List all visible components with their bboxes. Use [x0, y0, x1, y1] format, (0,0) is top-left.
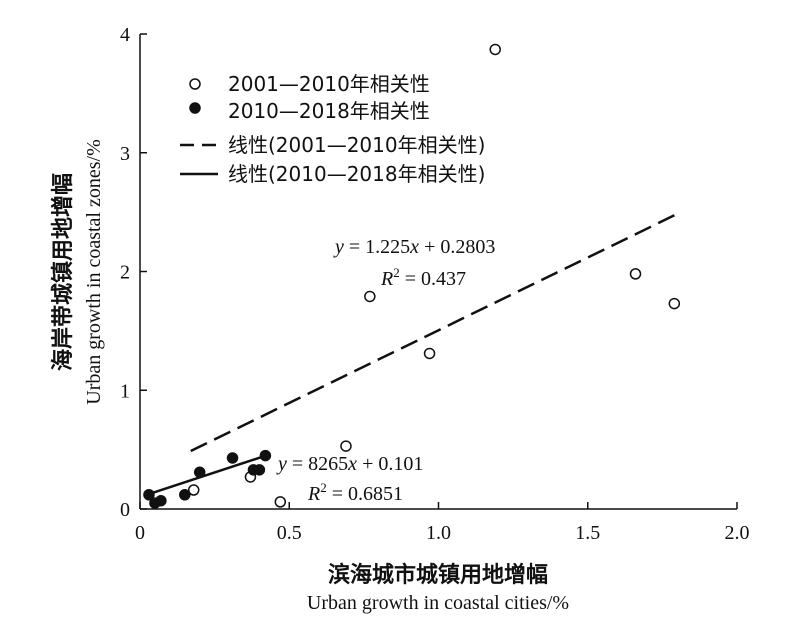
data-point-2010-2018 [143, 489, 155, 501]
data-point-2001-2010 [629, 268, 642, 280]
x-tick-label: 0.5 [277, 522, 302, 544]
x-ticks: 0 0.5 1.0 1.5 2.0 [135, 502, 750, 544]
y-tick-label: 3 [120, 143, 130, 165]
data-point-2001-2010 [274, 496, 287, 508]
legend-marker-filled-circle [189, 102, 201, 114]
data-point-2010-2018 [179, 489, 191, 501]
data-point-2001-2010 [364, 290, 376, 303]
x-axis-title-cn: 滨海城市城镇用地增幅 [328, 562, 548, 588]
equation-annotation-2010-2018: y = 8265x + 0.101 R2 = 0.6851 [276, 453, 423, 505]
x-axis-title-en: Urban growth in coastal cities/% [307, 592, 569, 614]
data-point-2010-2018 [226, 452, 239, 464]
fit-line-2010-2018 [151, 453, 269, 495]
data-point-2010-2018 [253, 464, 266, 476]
data-point-2010-2018 [155, 494, 167, 507]
data-point-2001-2010 [423, 347, 436, 360]
x-tick-label: 1.0 [426, 522, 451, 544]
y-tick-label: 1 [120, 380, 130, 402]
equation-2010-2018: y = 8265x + 0.101 [276, 453, 423, 475]
data-points [143, 43, 681, 509]
y-tick-label: 2 [120, 262, 130, 284]
x-tick-label: 1.5 [575, 522, 600, 544]
y-tick-label: 4 [120, 24, 130, 46]
data-point-2001-2010 [668, 297, 681, 310]
r-squared-2010-2018: R2 = 0.6851 [307, 480, 403, 505]
data-point-2001-2010 [340, 440, 352, 452]
x-tick-label: 2.0 [725, 522, 750, 544]
data-point-2010-2018 [193, 466, 206, 478]
legend-label-fit-2010-2018: 线性(2010—2018年相关性) [228, 162, 485, 186]
data-point-2001-2010 [489, 43, 501, 56]
legend: 2001—2010年相关性 2010—2018年相关性 线性(2001—2010… [180, 72, 485, 186]
legend-marker-open-circle [189, 78, 201, 90]
y-tick-label: 0 [120, 499, 130, 521]
legend-label-fit-2001-2010: 线性(2001—2010年相关性) [228, 133, 485, 157]
r-squared-2001-2010: R2 = 0.437 [380, 265, 466, 290]
legend-label-2010-2018: 2010—2018年相关性 [228, 99, 430, 123]
equation-2001-2010: y = 1.225x + 0.2803 [333, 236, 495, 258]
y-axis-title-cn: 海岸带城镇用地增幅 [50, 173, 76, 371]
data-point-2010-2018 [259, 449, 272, 462]
equation-annotation-2001-2010: y = 1.225x + 0.2803 R2 = 0.437 [333, 236, 495, 290]
legend-label-2001-2010: 2001—2010年相关性 [228, 72, 430, 96]
fit-line-2001-2010 [190, 212, 678, 453]
y-axis-title-en: Urban growth in coastal zones/% [83, 139, 105, 404]
x-tick-label: 0 [135, 522, 145, 544]
data-point-2001-2010 [187, 484, 200, 496]
y-ticks: 0 1 2 3 4 [120, 24, 147, 521]
